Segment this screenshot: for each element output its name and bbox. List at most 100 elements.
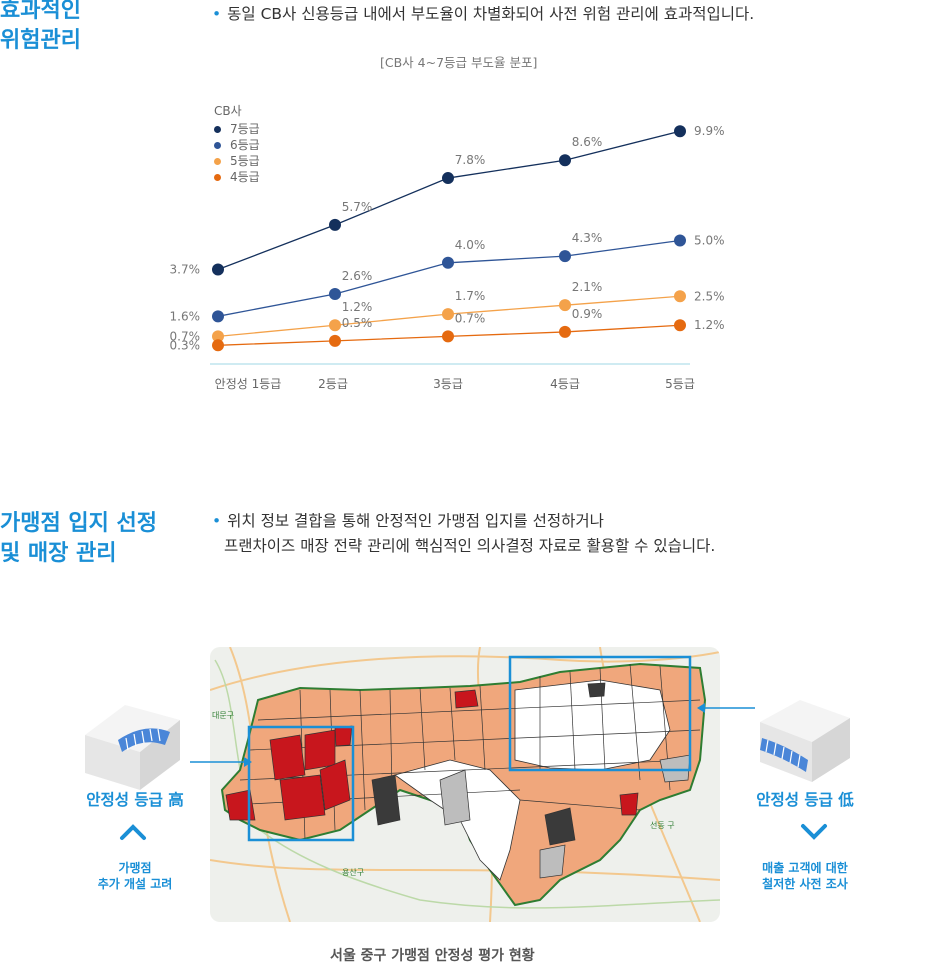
map-green-lines bbox=[214, 659, 720, 909]
data-label: 5.7% bbox=[342, 200, 373, 214]
legend-dot-4 bbox=[214, 173, 221, 181]
chevron-up-icon bbox=[120, 824, 146, 840]
place-seongdong: 선동 구 bbox=[650, 821, 675, 830]
store-icon-left bbox=[85, 705, 180, 790]
data-point bbox=[212, 263, 224, 276]
legend-dot-7 bbox=[214, 125, 221, 133]
bullet-dot: • bbox=[212, 5, 222, 23]
data-point bbox=[674, 319, 686, 332]
data-label: 1.2% bbox=[694, 318, 725, 332]
white-zone-right bbox=[514, 679, 671, 771]
data-label: 0.9% bbox=[572, 307, 603, 321]
x-tick-label: 2등급 bbox=[318, 377, 348, 391]
section1-bullet: • 동일 CB사 신용등급 내에서 부도율이 차별화되어 사전 위험 관리에 효과… bbox=[212, 2, 754, 27]
data-point bbox=[442, 256, 454, 269]
data-point bbox=[329, 334, 341, 347]
data-point bbox=[212, 330, 224, 343]
data-label: 9.9% bbox=[694, 124, 725, 138]
legend-item-5: 5등급 bbox=[214, 153, 260, 169]
data-point bbox=[559, 250, 571, 263]
sub-low-line2: 철저한 사전 조사 bbox=[762, 877, 848, 891]
x-tick-label: 4등급 bbox=[550, 377, 580, 391]
data-label: 3.7% bbox=[170, 262, 201, 276]
legend-item-7: 7등급 bbox=[214, 121, 260, 137]
map-caption: 서울 중구 가맹점 안정성 평가 현황 bbox=[330, 948, 535, 964]
data-label: 0.3% bbox=[170, 338, 201, 352]
legend-label-5: 5등급 bbox=[230, 154, 260, 168]
legend-label-4: 4등급 bbox=[230, 170, 260, 184]
place-yongsan: 용산구 bbox=[342, 867, 364, 877]
legend-label-7: 7등급 bbox=[230, 122, 260, 136]
data-label: 1.6% bbox=[170, 309, 201, 323]
x-tick-label: 안정성 1등급 bbox=[215, 377, 282, 391]
sub-low-line1: 매출 고객에 대한 bbox=[762, 861, 848, 875]
highlight-box-low bbox=[508, 655, 692, 772]
chevron-down-icon bbox=[801, 824, 827, 840]
data-point bbox=[442, 330, 454, 343]
data-point bbox=[559, 299, 571, 312]
data-point bbox=[559, 325, 571, 338]
data-point bbox=[329, 218, 341, 231]
section1-title-line2: 위험관리 bbox=[0, 28, 81, 53]
section1-bullet-text: 동일 CB사 신용등급 내에서 부도율이 차별화되어 사전 위험 관리에 효과적… bbox=[227, 5, 755, 23]
data-label: 2.6% bbox=[342, 269, 373, 283]
high-risk-blocks bbox=[225, 689, 639, 821]
data-point bbox=[674, 234, 686, 247]
arrow-low bbox=[697, 703, 755, 713]
data-label: 4.3% bbox=[572, 231, 603, 245]
data-label: 7.8% bbox=[455, 153, 486, 167]
map-body: 대문구 용산구 선동 구 bbox=[210, 647, 720, 922]
data-label: 1.7% bbox=[455, 289, 486, 303]
section1-title-line1: 효과적인 bbox=[0, 0, 81, 23]
section2-bullet-line2: 프랜차이즈 매장 전략 관리에 핵심적인 의사결정 자료로 활용할 수 있습니다… bbox=[224, 537, 716, 555]
dark-blocks bbox=[371, 682, 606, 846]
sub-high-line2: 추가 개설 고려 bbox=[97, 877, 173, 891]
data-label: 0.7% bbox=[170, 329, 201, 343]
bullet-dot: • bbox=[212, 512, 222, 530]
arrow-high bbox=[190, 757, 252, 767]
label-stability-high: 안정성 등급 高 bbox=[86, 791, 184, 809]
section2-bullet: • 위치 정보 결합을 통해 안정적인 가맹점 입지를 선정하거나 프랜차이즈 매… bbox=[212, 509, 715, 559]
data-label: 2.5% bbox=[694, 289, 725, 303]
data-point bbox=[442, 172, 454, 185]
section2-bullet-line1: 위치 정보 결합을 통해 안정적인 가맹점 입지를 선정하거나 bbox=[227, 512, 604, 530]
sub-high: 가맹점 추가 개설 고려 bbox=[70, 860, 200, 892]
chart-caption: [CB사 4~7등급 부도율 분포] bbox=[380, 55, 538, 70]
data-point bbox=[674, 290, 686, 303]
section1-title: 효과적인 위험관리 bbox=[0, 0, 81, 56]
x-tick-label: 5등급 bbox=[665, 377, 695, 391]
legend-label-6: 6등급 bbox=[230, 138, 260, 152]
data-point bbox=[674, 125, 686, 138]
section2-title-line1: 가맹점 입지 선정 bbox=[0, 511, 157, 536]
section2-title-line2: 및 매장 관리 bbox=[0, 541, 117, 566]
data-point bbox=[212, 339, 224, 352]
legend-item-6: 6등급 bbox=[214, 137, 260, 153]
sub-low: 매출 고객에 대한 철저한 사전 조사 bbox=[735, 860, 875, 892]
data-label: 1.2% bbox=[342, 300, 373, 314]
store-icon-right bbox=[760, 700, 850, 782]
legend-dot-5 bbox=[214, 157, 221, 165]
place-daehyeon: 대문구 bbox=[212, 711, 234, 720]
data-label: 2.1% bbox=[572, 280, 603, 294]
data-point bbox=[329, 288, 341, 301]
data-point bbox=[329, 319, 341, 332]
data-label: 5.0% bbox=[694, 234, 725, 248]
data-label: 0.5% bbox=[342, 316, 373, 330]
x-tick-label: 3등급 bbox=[433, 377, 463, 391]
data-point bbox=[212, 310, 224, 323]
section2-title: 가맹점 입지 선정 및 매장 관리 bbox=[0, 509, 157, 569]
legend-title: CB사 bbox=[214, 104, 242, 118]
sub-high-line1: 가맹점 bbox=[118, 861, 152, 875]
legend-item-4: 4등급 bbox=[214, 169, 260, 185]
data-point bbox=[559, 154, 571, 167]
data-label: 0.7% bbox=[455, 311, 486, 325]
legend-dot-6 bbox=[214, 141, 221, 149]
data-label: 4.0% bbox=[455, 238, 486, 252]
data-label: 8.6% bbox=[572, 135, 603, 149]
label-stability-low: 안정성 등급 低 bbox=[756, 791, 854, 809]
highlight-box-high bbox=[247, 725, 355, 842]
gray-blocks bbox=[439, 754, 691, 879]
chart-legend: CB사 7등급 6등급 5등급 4등급 bbox=[214, 103, 260, 185]
default-rate-chart: 안정성 1등급 2등급 3등급 4등급 5등급 3.7% 5.7% 7.8% 8.6% 9.9% 1… bbox=[170, 124, 725, 391]
